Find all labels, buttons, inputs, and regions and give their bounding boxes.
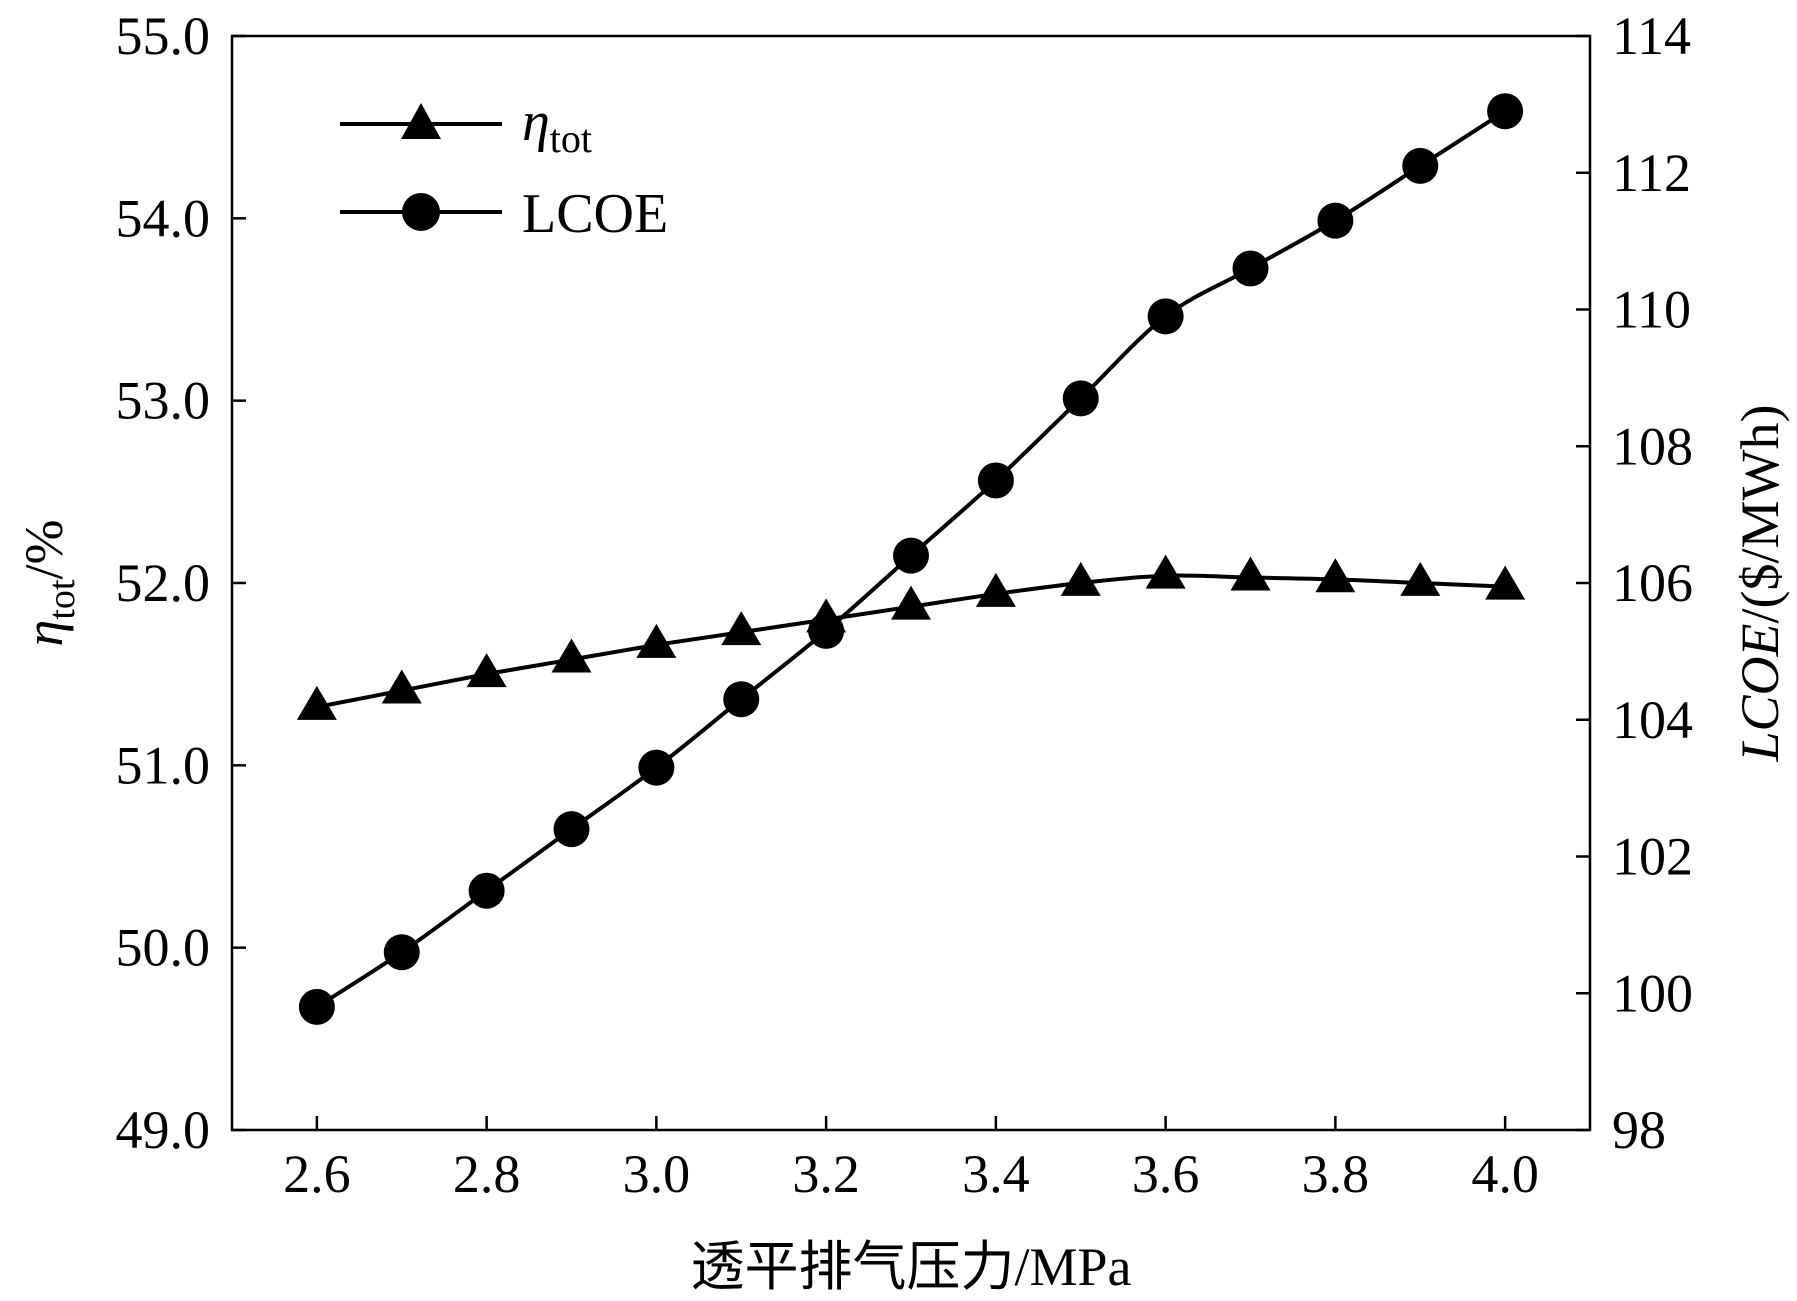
legend-circle-marker [402, 193, 440, 231]
x-tick-label: 3.4 [962, 1144, 1030, 1204]
data-point-eta-tot [975, 572, 1016, 607]
x-tick-label: 2.8 [453, 1144, 521, 1204]
data-point-eta-tot [636, 623, 677, 658]
data-point-lcoe [638, 749, 675, 786]
data-point-eta-tot [296, 685, 337, 720]
y-right-tick-label: 98 [1612, 1100, 1666, 1160]
data-point-eta-tot [381, 669, 422, 704]
y-left-title-suffix: /% [14, 520, 74, 580]
data-point-lcoe [893, 537, 929, 574]
data-point-eta-tot [551, 638, 592, 673]
y-left-tick-label: 52.0 [116, 553, 211, 613]
y-left-title-subscript: tot [41, 579, 83, 620]
y-right-tick-label: 112 [1612, 143, 1691, 203]
data-point-lcoe [1232, 250, 1269, 287]
legend-label-eta: ηtot [522, 91, 592, 161]
x-axis-title: 透平排气压力/MPa [690, 1237, 1131, 1297]
data-point-lcoe [723, 681, 760, 718]
data-point-lcoe [1317, 202, 1354, 239]
data-point-lcoe [1402, 147, 1439, 184]
y-right-title-rest: /($/MWh) [1730, 405, 1790, 624]
x-tick-label: 3.6 [1132, 1144, 1200, 1204]
data-point-eta-tot [1485, 565, 1526, 600]
y-left-axis-title: ηtot/% [14, 520, 83, 647]
legend-eta-symbol: η [522, 91, 550, 153]
x-tick-label: 3.8 [1302, 1144, 1370, 1204]
data-point-lcoe [1062, 380, 1099, 417]
y-left-tick-label: 53.0 [116, 371, 211, 431]
y-right-tick-label: 108 [1612, 416, 1693, 476]
data-point-eta-tot [891, 585, 931, 620]
y-right-tick-label: 106 [1612, 553, 1693, 613]
data-point-lcoe [553, 811, 590, 848]
data-point-lcoe [808, 612, 845, 649]
legend-triangle-marker [401, 103, 441, 139]
data-point-eta-tot [1315, 558, 1356, 593]
data-point-eta-tot [466, 653, 507, 688]
series-layer [296, 93, 1526, 1025]
y-right-tick-label: 102 [1612, 827, 1693, 887]
legend: ηtot LCOE [340, 91, 668, 245]
y-left-tick-label: 49.0 [116, 1100, 211, 1160]
data-point-lcoe [977, 462, 1014, 499]
data-point-lcoe [468, 872, 505, 909]
data-point-lcoe [298, 988, 335, 1025]
y-left-tick-label: 51.0 [116, 735, 211, 795]
data-point-eta-tot [721, 611, 762, 646]
y-left-tick-label: 50.0 [116, 918, 211, 978]
y-left-axis-ticks: 49.0 50.0 51.0 52.0 53.0 54.0 55.0 [116, 6, 246, 1160]
legend-label-lcoe: LCOE [522, 183, 668, 245]
y-right-axis-ticks: 98 100 102 104 106 108 110 112 114 [1576, 6, 1693, 1160]
y-right-tick-label: 100 [1612, 963, 1693, 1023]
y-left-tick-label: 54.0 [116, 188, 211, 248]
y-right-tick-label: 104 [1612, 690, 1693, 750]
x-tick-label: 2.6 [283, 1144, 351, 1204]
y-left-tick-label: 55.0 [116, 6, 211, 66]
data-point-eta-tot [1145, 554, 1186, 589]
x-tick-label: 3.2 [792, 1144, 860, 1204]
y-right-axis-title: LCOE/($/MWh) [1730, 405, 1790, 763]
data-point-eta-tot [1060, 561, 1101, 596]
x-tick-label: 3.0 [623, 1144, 691, 1204]
y-right-tick-label: 114 [1612, 6, 1691, 66]
x-tick-label: 4.0 [1471, 1144, 1539, 1204]
data-point-lcoe [1147, 298, 1184, 335]
y-left-title-symbol: η [14, 620, 74, 647]
data-point-lcoe [1487, 93, 1524, 130]
legend-eta-subscript: tot [550, 116, 592, 161]
data-point-eta-tot [1230, 556, 1271, 591]
y-right-tick-label: 110 [1612, 280, 1691, 340]
x-axis-ticks: 2.6 2.8 3.0 3.2 3.4 3.6 3.8 4.0 [283, 1116, 1539, 1204]
data-point-lcoe [383, 934, 420, 971]
y-right-title-italic: LCOE [1730, 623, 1790, 762]
data-point-eta-tot [1400, 561, 1441, 596]
